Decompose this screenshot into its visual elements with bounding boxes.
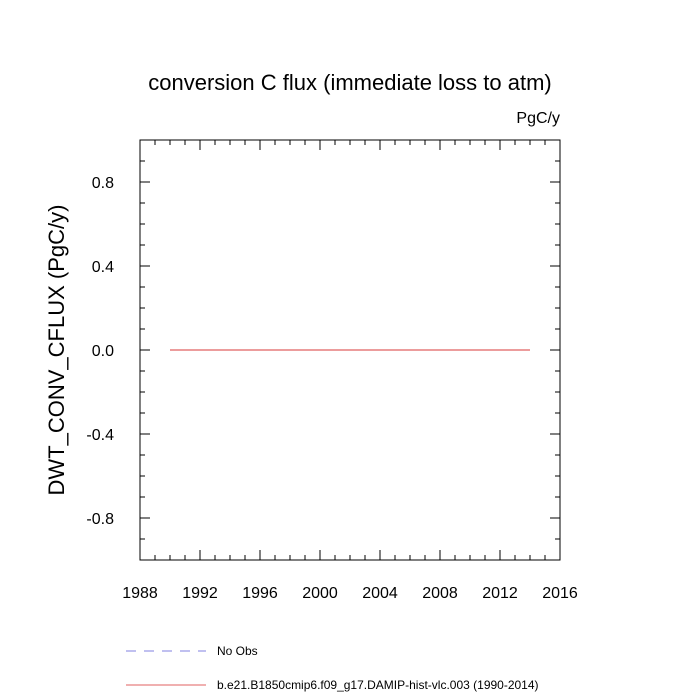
- y-axis-label: DWT_CONV_CFLUX (PgC/y): [44, 205, 69, 496]
- y-axis-tick-labels: -0.8 -0.4 0.0 0.4 0.8: [86, 175, 114, 528]
- y-tick-label: -0.4: [86, 427, 114, 444]
- x-tick-label: 1988: [122, 585, 158, 602]
- y-tick-label: -0.8: [86, 511, 114, 528]
- y-axis-ticks: [140, 139, 560, 561]
- x-tick-label: 2000: [302, 585, 338, 602]
- y-tick-label: 0.4: [92, 259, 114, 276]
- y-tick-label: 0.0: [92, 343, 114, 360]
- x-tick-label: 2004: [362, 585, 398, 602]
- legend-label: No Obs: [217, 644, 258, 658]
- x-tick-label: 2016: [542, 585, 578, 602]
- x-tick-label: 2012: [482, 585, 518, 602]
- x-tick-label: 1992: [182, 585, 218, 602]
- x-axis-tick-labels: 1988 1992 1996 2000 2004 2008 2012 2016: [122, 585, 578, 602]
- x-axis-ticks: [139, 140, 561, 560]
- chart-units: PgC/y: [516, 110, 560, 127]
- legend: No Obs b.e21.B1850cmip6.f09_g17.DAMIP-his…: [126, 644, 539, 692]
- y-tick-label: 0.8: [92, 175, 114, 192]
- x-tick-label: 2008: [422, 585, 458, 602]
- x-tick-label: 1996: [242, 585, 278, 602]
- legend-label: b.e21.B1850cmip6.f09_g17.DAMIP-hist-vlc.…: [217, 678, 539, 692]
- chart-title: conversion C flux (immediate loss to atm…: [148, 70, 551, 95]
